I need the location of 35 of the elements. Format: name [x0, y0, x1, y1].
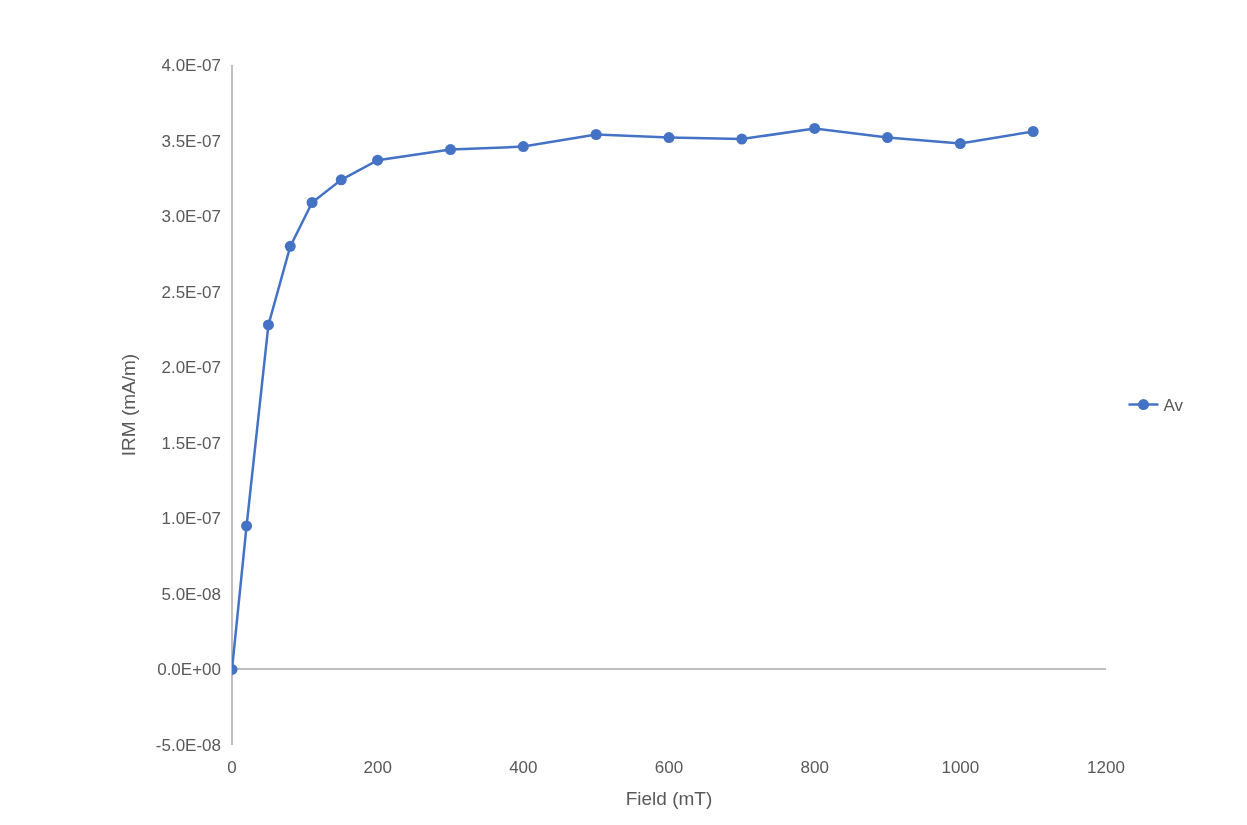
x-tick-label: 200 — [363, 758, 392, 777]
point — [445, 144, 456, 156]
point — [335, 174, 347, 186]
y-tick-label: 2.5E-07 — [161, 282, 221, 302]
y-tick-label: 3.0E-07 — [161, 207, 221, 227]
y-tick-label: 3.5E-07 — [161, 131, 221, 151]
point — [954, 138, 966, 150]
y-tick-label: 1.0E-07 — [161, 509, 221, 529]
point — [1027, 125, 1039, 137]
point — [590, 129, 602, 141]
y-tick-label: 1.5E-07 — [161, 433, 221, 453]
y-tick-label: 5.0E-08 — [161, 584, 221, 604]
y-tick-label: 0.0E+00 — [157, 660, 221, 680]
y-tick-label: -5.0E-08 — [155, 735, 221, 755]
point — [284, 240, 296, 252]
x-tick-label: 1000 — [941, 758, 980, 777]
x-tick-label: 0 — [227, 758, 237, 777]
point — [306, 197, 318, 209]
point — [882, 132, 893, 144]
point — [809, 122, 821, 134]
x-axis-title: Field (mT) — [625, 787, 713, 809]
x-tick-label: 1200 — [1087, 758, 1125, 777]
x-tick-label: 800 — [800, 758, 829, 777]
point — [663, 132, 675, 144]
y-axis-title: IRM (mA/m) — [117, 353, 139, 457]
y-tick-label: 2.0E-07 — [161, 358, 221, 378]
x-tick-label: 600 — [654, 758, 684, 777]
point — [517, 141, 529, 153]
point — [262, 319, 274, 331]
point — [241, 520, 253, 532]
y-tick-label: 4.0E-07 — [161, 55, 221, 75]
point — [736, 133, 748, 145]
point — [372, 154, 384, 166]
x-tick-label: 400 — [509, 758, 538, 777]
legend-label: Av — [1163, 396, 1184, 416]
